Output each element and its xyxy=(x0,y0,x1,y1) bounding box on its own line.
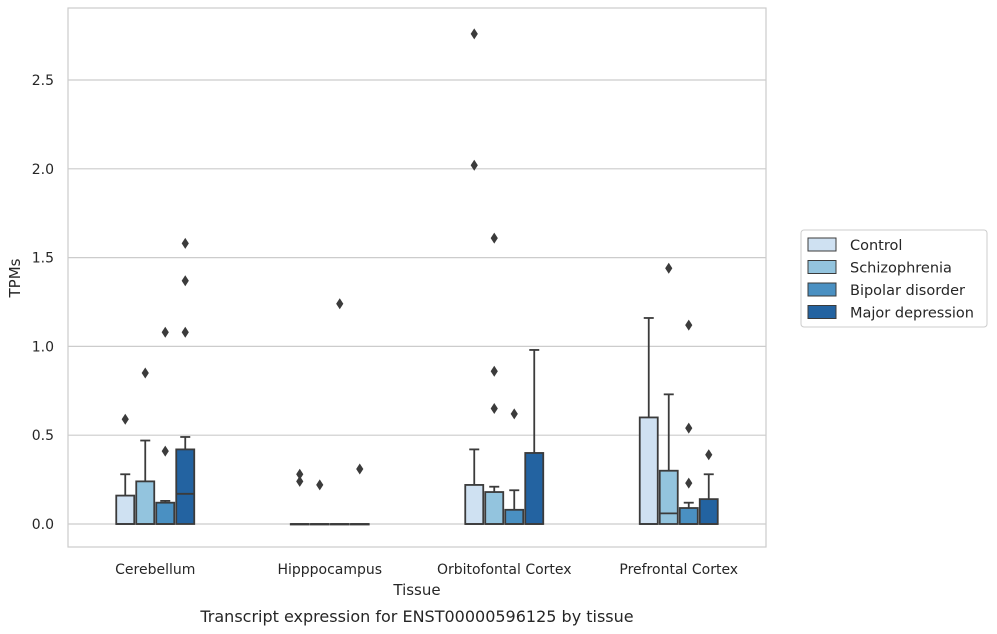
legend-item: Schizophrenia xyxy=(807,260,952,277)
box-rect xyxy=(135,480,156,525)
legend-label: Schizophrenia xyxy=(850,261,952,277)
box-rect xyxy=(484,491,505,525)
outlier-point xyxy=(161,445,169,457)
legend-swatch xyxy=(807,237,837,252)
plot-area xyxy=(68,8,766,547)
y-axis-ticks: 0.0 0.5 1.0 1.5 2.0 2.5 xyxy=(32,73,54,533)
outlier-point xyxy=(685,477,693,489)
box-group xyxy=(638,262,719,525)
outlier-point xyxy=(336,298,344,310)
outlier-point xyxy=(510,408,518,420)
y-tick-label: 0.5 xyxy=(32,428,54,444)
outlier-point xyxy=(161,326,169,338)
box-rect xyxy=(678,507,699,525)
outlier-point xyxy=(470,159,478,171)
x-tick-label: Prefrontal Cortex xyxy=(619,562,738,578)
legend-frame xyxy=(800,229,988,328)
legend-item: Major depression xyxy=(807,305,974,322)
box-rect xyxy=(658,469,679,525)
box-group xyxy=(115,237,196,525)
box-rect xyxy=(175,448,196,525)
box-group xyxy=(464,28,545,525)
box-rect xyxy=(155,501,176,525)
legend-swatch xyxy=(807,260,837,274)
outlier-point xyxy=(141,367,149,379)
outlier-point xyxy=(490,365,498,377)
x-tick-label: Cerebellum xyxy=(115,562,195,578)
outlier-point xyxy=(181,275,189,287)
y-tick-label: 1.5 xyxy=(32,251,54,267)
outlier-point xyxy=(490,403,498,415)
legend-item: Bipolar disorder xyxy=(807,282,965,299)
outlier-point xyxy=(121,413,129,425)
y-tick-label: 2.5 xyxy=(32,73,54,89)
box-rect xyxy=(115,494,136,525)
box-rect xyxy=(464,484,485,525)
outlier-point xyxy=(181,326,189,338)
chart-caption: Transcript expression for ENST0000059612… xyxy=(199,607,633,626)
legend-item: Control xyxy=(807,237,902,254)
y-tick-label: 1.0 xyxy=(32,339,54,355)
y-axis-label: TPMs xyxy=(6,258,24,298)
box-rect xyxy=(698,498,719,525)
outlier-point xyxy=(490,232,498,244)
y-tick-label: 2.0 xyxy=(32,162,54,178)
box-rect xyxy=(504,508,525,525)
x-tick-label: Orbitofontal Cortex xyxy=(437,562,572,578)
outlier-point xyxy=(665,262,673,274)
outlier-point xyxy=(181,237,189,249)
box-rect xyxy=(638,416,659,525)
x-tick-label: Hipppocampus xyxy=(277,562,382,578)
outlier-point xyxy=(470,28,478,40)
x-axis-ticks: Cerebellum Hipppocampus Orbitofontal Corte… xyxy=(115,562,738,578)
outlier-point xyxy=(685,319,693,331)
legend-swatch xyxy=(807,282,837,297)
box-group xyxy=(289,298,370,526)
outlier-point xyxy=(705,449,713,461)
legend: Control Schizophrenia Bipolar disorder Majo… xyxy=(800,229,988,328)
outlier-point xyxy=(685,422,693,434)
box-groups xyxy=(115,28,719,526)
box-rect xyxy=(524,452,545,525)
legend-label: Major depression xyxy=(850,306,974,322)
outlier-point xyxy=(356,463,364,475)
plot-frame xyxy=(67,7,767,548)
y-tick-label: 0.0 xyxy=(32,517,54,533)
legend-swatch xyxy=(807,305,837,319)
legend-label: Bipolar disorder xyxy=(850,283,965,299)
outlier-point xyxy=(296,475,304,487)
outlier-point xyxy=(296,468,304,480)
outlier-point xyxy=(316,479,324,491)
legend-label: Control xyxy=(850,238,902,254)
x-axis-label: Tissue xyxy=(392,581,440,599)
